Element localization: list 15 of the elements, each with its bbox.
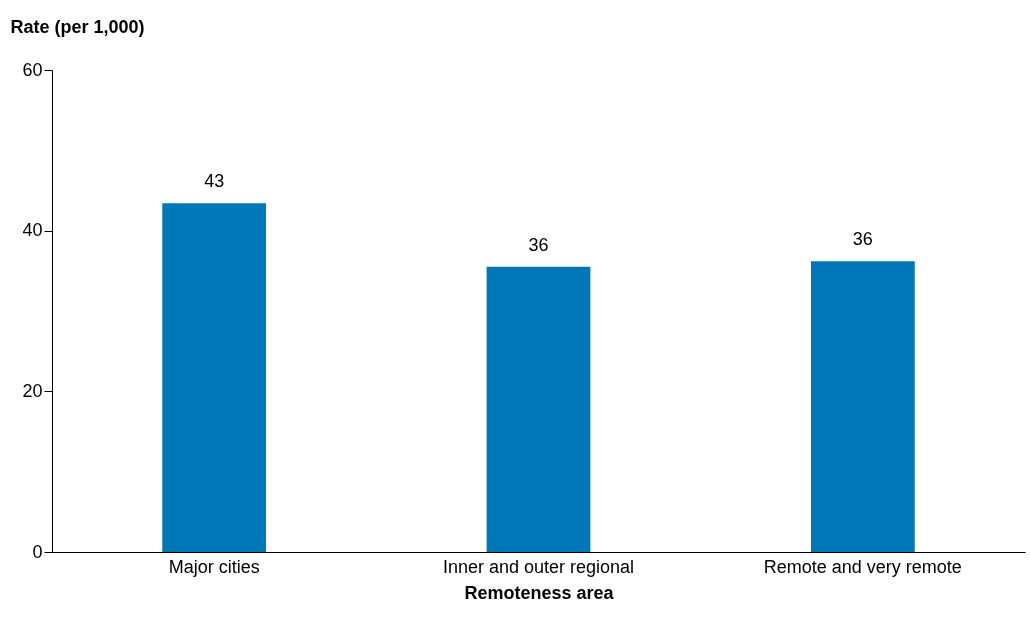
y-tick-label: 20 <box>22 380 43 401</box>
x-tick-label: Major cities <box>168 556 260 577</box>
x-tick-label: Inner and outer regional <box>442 556 635 577</box>
data-label: 36 <box>852 229 873 250</box>
y-tick-label: 40 <box>22 220 43 241</box>
bar <box>162 203 267 552</box>
y-tick-label: 60 <box>22 59 43 80</box>
bar <box>486 266 591 552</box>
y-axis-title: Rate (per 1,000) <box>10 16 145 37</box>
data-label: 36 <box>528 234 549 255</box>
x-tick-label: Remote and very remote <box>763 556 962 577</box>
bar <box>810 261 915 552</box>
data-label: 43 <box>204 171 225 192</box>
y-tick-label: 0 <box>32 541 43 562</box>
x-axis-title: Remoteness area <box>464 582 615 603</box>
